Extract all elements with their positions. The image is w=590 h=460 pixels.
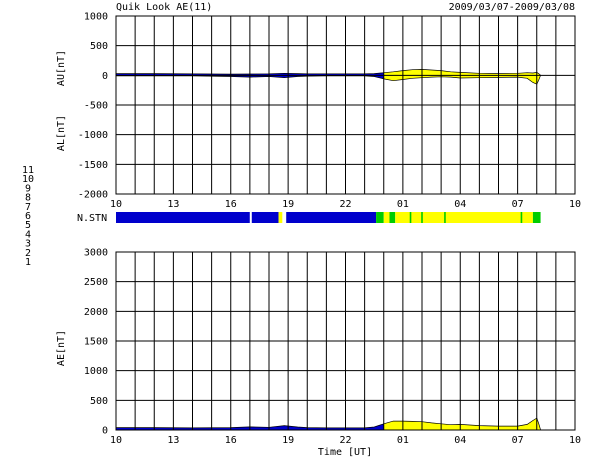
plot-frame bbox=[115, 15, 576, 195]
n-stn-segment bbox=[251, 212, 279, 223]
x-tick-label: 19 bbox=[282, 435, 294, 446]
legend-item: 10 bbox=[22, 174, 34, 185]
n-stn-tick bbox=[421, 212, 423, 223]
series-1-area-1 bbox=[383, 75, 541, 85]
y-tick-label: -500 bbox=[84, 101, 108, 112]
series-0-line bbox=[116, 69, 541, 76]
y-tick-label: 0 bbox=[102, 426, 108, 437]
y-axis-label-al: AL[nT] bbox=[56, 115, 67, 151]
y-tick-label: 1500 bbox=[84, 337, 108, 348]
n-stn-bar bbox=[116, 212, 541, 223]
plot-frame bbox=[115, 251, 576, 431]
date-range: 2009/03/07-2009/03/08 bbox=[449, 2, 575, 13]
legend-item: 6 bbox=[25, 211, 31, 222]
x-tick-label: 10 bbox=[110, 199, 122, 210]
y-tick-label: 2000 bbox=[84, 307, 108, 318]
n-stn-tick bbox=[444, 212, 446, 223]
y-tick-label: 500 bbox=[90, 41, 108, 52]
y-tick-label: 1000 bbox=[84, 366, 108, 377]
x-tick-label: 10 bbox=[569, 435, 581, 446]
series-0-line bbox=[116, 417, 541, 431]
y-axis-label-ae: AE[nT] bbox=[56, 330, 67, 366]
series-1-line bbox=[116, 75, 541, 85]
n-stn-tick bbox=[409, 212, 412, 223]
y-tick-label: -2000 bbox=[78, 190, 108, 201]
x-tick-label: 13 bbox=[167, 199, 179, 210]
y-axis-label-au: AU[nT] bbox=[56, 50, 67, 86]
legend-item: 11 bbox=[22, 165, 34, 176]
n-stn-segment bbox=[376, 212, 384, 223]
n-stn-segment bbox=[389, 212, 396, 223]
legend-item: 2 bbox=[25, 248, 31, 259]
x-tick-label: 19 bbox=[282, 199, 294, 210]
n-stn-segment bbox=[249, 212, 252, 223]
n-stn-segment bbox=[383, 212, 390, 223]
x-tick-label: 07 bbox=[512, 199, 524, 210]
legend-item: 4 bbox=[25, 229, 31, 240]
series-0-area-1 bbox=[383, 418, 541, 430]
n-stn-segment bbox=[532, 212, 541, 223]
x-tick-label: 10 bbox=[569, 199, 581, 210]
legend-item: 7 bbox=[25, 202, 31, 213]
x-tick-label: 22 bbox=[339, 435, 351, 446]
x-tick-label: 16 bbox=[225, 199, 237, 210]
y-tick-label: -1500 bbox=[78, 160, 108, 171]
x-tick-label: 10 bbox=[110, 435, 122, 446]
legend-item: 8 bbox=[25, 193, 31, 204]
y-tick-label: 1000 bbox=[84, 12, 108, 23]
y-tick-label: 0 bbox=[102, 71, 108, 82]
x-tick-label: 07 bbox=[512, 435, 524, 446]
n-stn-tick bbox=[520, 212, 523, 223]
x-tick-label: 01 bbox=[397, 199, 409, 210]
y-tick-label: 2500 bbox=[84, 277, 108, 288]
x-tick-label: 04 bbox=[454, 199, 466, 210]
x-tick-label: 22 bbox=[339, 199, 351, 210]
x-tick-label: 16 bbox=[225, 435, 237, 446]
y-tick-label: -1000 bbox=[78, 130, 108, 141]
chart-title: Quik Look AE(11) bbox=[116, 2, 212, 13]
n-stn-segment bbox=[286, 212, 377, 223]
n-stn-label: N.STN bbox=[77, 213, 107, 224]
x-tick-label: 01 bbox=[397, 435, 409, 446]
n-stn-segment bbox=[116, 212, 250, 223]
legend-item: 9 bbox=[25, 183, 31, 194]
n-stn-segment bbox=[282, 212, 287, 223]
n-stn-segment bbox=[278, 212, 283, 223]
legend-item: 3 bbox=[25, 239, 31, 250]
legend-item: 5 bbox=[25, 220, 31, 231]
legend-item: 1 bbox=[25, 257, 31, 268]
x-tick-label: 04 bbox=[454, 435, 466, 446]
y-tick-label: 500 bbox=[90, 396, 108, 407]
x-axis-label: Time [UT] bbox=[318, 447, 372, 458]
x-tick-label: 13 bbox=[167, 435, 179, 446]
y-tick-label: 3000 bbox=[84, 248, 108, 259]
n-stn-segment bbox=[395, 212, 533, 223]
